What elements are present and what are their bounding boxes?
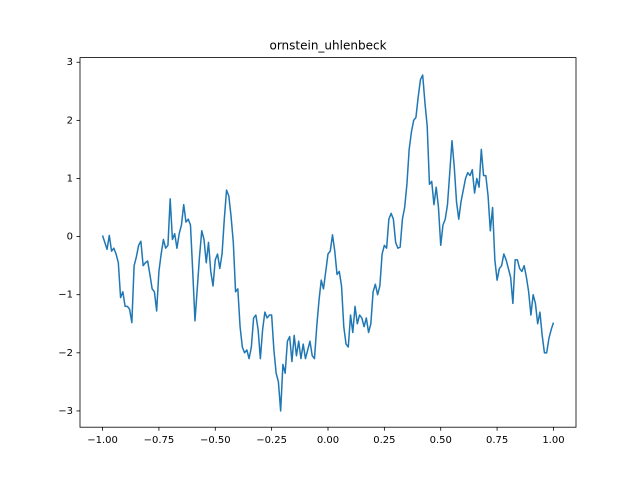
x-tick-label: 1.00 bbox=[542, 435, 564, 446]
x-tick-label: −0.75 bbox=[144, 435, 175, 446]
data-line bbox=[101, 74, 555, 412]
chart-title: ornstein_uhlenbeck bbox=[269, 39, 386, 53]
y-tick-label: 0 bbox=[67, 232, 73, 243]
x-tick-label: −0.50 bbox=[200, 435, 231, 446]
y-tick-label: −3 bbox=[58, 406, 73, 417]
y-tick-label: 2 bbox=[67, 115, 73, 126]
x-tick-label: 0.25 bbox=[373, 435, 395, 446]
x-tick-label: 0.50 bbox=[430, 435, 452, 446]
y-tick-label: 3 bbox=[67, 57, 73, 68]
axes-frame bbox=[79, 57, 577, 428]
x-tick-label: −1.00 bbox=[87, 435, 118, 446]
y-tick-label: 1 bbox=[67, 173, 73, 184]
y-tick-label: −1 bbox=[58, 290, 73, 301]
x-tick-label: 0.75 bbox=[486, 435, 508, 446]
y-tick-label: −2 bbox=[58, 348, 73, 359]
x-tick-label: 0.00 bbox=[317, 435, 339, 446]
x-tick-label: −0.25 bbox=[256, 435, 287, 446]
